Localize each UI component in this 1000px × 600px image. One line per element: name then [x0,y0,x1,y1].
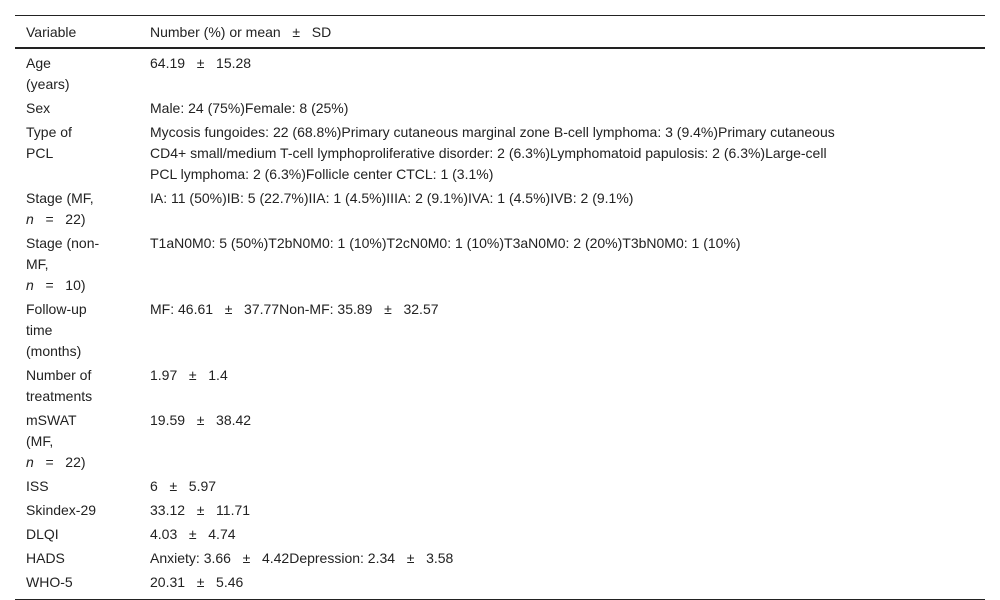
value-cell: 19.59 ± 38.42 [139,408,985,474]
variable-cell: Follow-up time (months) [15,297,139,363]
value-line: 1.97 ± 1.4 [150,367,228,383]
value-line: IA: 11 (50%)IB: 5 (22.7%)IIA: 1 (4.5%)II… [150,190,634,206]
table-row: WHO-5 20.31 ± 5.46 [15,570,985,600]
variable-cell: DLQI [15,522,139,546]
value-cell: Mycosis fungoides: 22 (68.8%)Primary cut… [139,120,985,186]
variable-label-line: Skindex-29 [26,502,97,518]
value-cell: Male: 24 (75%)Female: 8 (25%) [139,96,985,120]
table-row: DLQI 4.03 ± 4.74 [15,522,985,546]
variable-label-line: Stage (non- [26,235,100,251]
variable-cell: Skindex-29 [15,498,139,522]
value-cell: 33.12 ± 11.71 [139,498,985,522]
table-row: Type of PCL Mycosis fungoides: 22 (68.8%)P… [15,120,985,186]
variable-label-line: treatments [26,388,93,404]
table-header-row: Variable Number (%) or mean ± SD [15,15,985,48]
variable-label-line: n = 10) [26,277,86,293]
value-cell: Anxiety: 3.66 ± 4.42Depression: 2.34 ± 3… [139,546,985,570]
variable-cell: ISS [15,474,139,498]
variable-cell: Type of PCL [15,120,139,186]
table-row: HADS Anxiety: 3.66 ± 4.42Depression: 2.34… [15,546,985,570]
value-line: 64.19 ± 15.28 [150,55,252,71]
variable-cell: Stage (MF, n = 22) [15,186,139,231]
variable-cell: mSWAT (MF, n = 22) [15,408,139,474]
variable-label-line: ISS [26,478,49,494]
table-row: Stage (non- MF, n = 10) T1aN0M0: 5 (50%)T2b… [15,231,985,297]
value-cell: 20.31 ± 5.46 [139,570,985,600]
variable-label-line: (months) [26,343,82,359]
variable-cell: HADS [15,546,139,570]
variable-cell: Number of treatments [15,363,139,408]
variable-label-line: Follow-up [26,301,87,317]
value-line: 6 ± 5.97 [150,478,217,494]
value-line: 20.31 ± 5.46 [150,574,244,590]
table-row: mSWAT (MF, n = 22) 19.59 ± 38.42 [15,408,985,474]
italic-n: n [26,454,34,470]
variable-label-line: HADS [26,550,65,566]
table-row: Sex Male: 24 (75%)Female: 8 (25%) [15,96,985,120]
variable-label-line: (years) [26,76,70,92]
italic-n: n [26,211,34,227]
variable-cell: WHO-5 [15,570,139,600]
variable-label-line: WHO-5 [26,574,73,590]
variable-label-line: PCL [26,145,54,161]
variable-label-line: MF, [26,256,49,272]
table-row: Stage (MF, n = 22) IA: 11 (50%)IB: 5 (22.7… [15,186,985,231]
value-line: T1aN0M0: 5 (50%)T2bN0M0: 1 (10%)T2cN0M0:… [150,235,741,251]
value-cell: 4.03 ± 4.74 [139,522,985,546]
variable-label-line: time [26,322,53,338]
value-cell: T1aN0M0: 5 (50%)T2bN0M0: 1 (10%)T2cN0M0:… [139,231,985,297]
variable-label-line: Stage (MF, [26,190,94,206]
table-row: ISS 6 ± 5.97 [15,474,985,498]
variable-label-line: (MF, [26,433,54,449]
value-line: PCL lymphoma: 2 (6.3%)Follicle center CT… [150,166,494,182]
variable-label-line: Number of [26,367,92,383]
variable-label-line: mSWAT [26,412,77,428]
table-row: Number of treatments 1.97 ± 1.4 [15,363,985,408]
value-cell: MF: 46.61 ± 37.77Non-MF: 35.89 ± 32.57 [139,297,985,363]
table-row: Follow-up time (months) MF: 46.61 ± 37.77No… [15,297,985,363]
value-cell: 64.19 ± 15.28 [139,48,985,96]
value-cell: 1.97 ± 1.4 [139,363,985,408]
variable-label-line: DLQI [26,526,59,542]
table-row: Skindex-29 33.12 ± 11.71 [15,498,985,522]
value-line: Anxiety: 3.66 ± 4.42Depression: 2.34 ± 3… [150,550,454,566]
header-value: Number (%) or mean ± SD [150,23,332,40]
value-line: 4.03 ± 4.74 [150,526,236,542]
header-variable: Variable [26,23,77,40]
value-cell: 6 ± 5.97 [139,474,985,498]
value-line: 19.59 ± 38.42 [150,412,252,428]
value-line: 33.12 ± 11.71 [150,502,251,518]
characteristics-table: Variable Number (%) or mean ± SD Age (yea… [15,15,985,600]
italic-n: n [26,277,34,293]
variable-label-line: n = 22) [26,454,86,470]
variable-cell: Sex [15,96,139,120]
value-line: CD4+ small/medium T-cell lymphoprolifera… [150,145,827,161]
variable-label-line: Sex [26,100,51,116]
variable-cell: Age (years) [15,48,139,96]
value-cell: IA: 11 (50%)IB: 5 (22.7%)IIA: 1 (4.5%)II… [139,186,985,231]
variable-cell: Stage (non- MF, n = 10) [15,231,139,297]
value-line: MF: 46.61 ± 37.77Non-MF: 35.89 ± 32.57 [150,301,439,317]
variable-label-line: Age [26,55,51,71]
value-line: Mycosis fungoides: 22 (68.8%)Primary cut… [150,124,835,140]
value-line: Male: 24 (75%)Female: 8 (25%) [150,100,349,116]
variable-label-line: Type of [26,124,72,140]
table-row: Age (years) 64.19 ± 15.28 [15,48,985,96]
variable-label-line: n = 22) [26,211,86,227]
